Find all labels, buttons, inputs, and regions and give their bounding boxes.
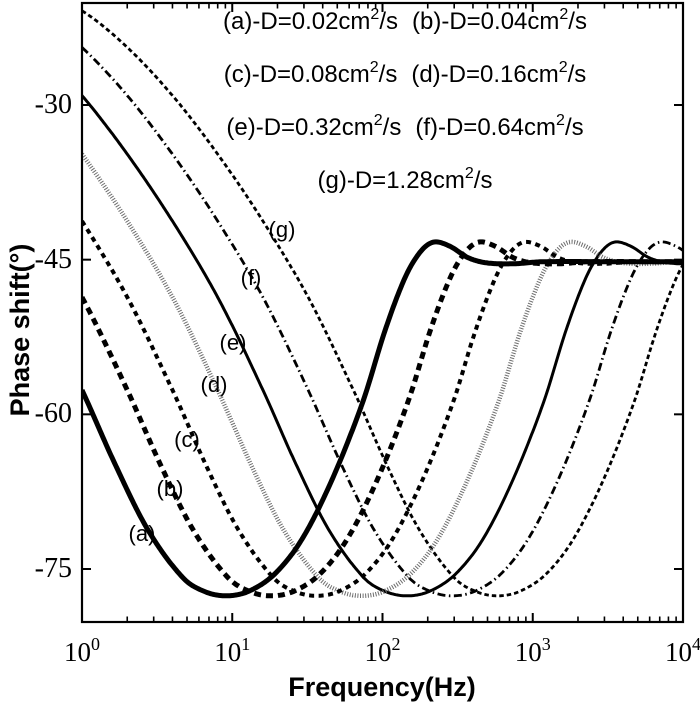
legend-entry-a: (a)-D=0.02cm2/s: [223, 6, 398, 35]
x-axis-title: Frequency(Hz): [288, 672, 476, 702]
curve-label-d: (d): [200, 372, 228, 397]
curve-g: [82, 9, 683, 598]
legend-entry-f: (f)-D=0.64cm2/s: [415, 112, 584, 141]
curve-label-b: (b): [156, 476, 184, 501]
curve-f: [82, 46, 683, 598]
curve-label-f: (f): [240, 265, 262, 290]
plot-border: [80, 1, 685, 624]
x-tick-label: 103: [514, 634, 551, 667]
legend-entry-e: (e)-D=0.32cm2/s: [226, 112, 402, 141]
y-tick-label: -75: [34, 552, 72, 584]
curve-label-a: (a): [128, 521, 156, 546]
legend-entry-b: (b)-D=0.04cm2/s: [412, 6, 587, 35]
x-tick-label: 101: [214, 634, 251, 667]
x-tick-label: 102: [364, 634, 401, 667]
legend-entry-g: (g)-D=1.28cm2/s: [317, 165, 493, 194]
x-tick-label: 104: [665, 634, 700, 667]
curve-a: [82, 239, 683, 599]
y-tick-label: -60: [34, 398, 72, 430]
curve-label-g: (g): [268, 217, 296, 242]
legend: (a)-D=0.02cm2/s (b)-D=0.04cm2/s (c)-D=0.0…: [105, 6, 700, 219]
y-axis-title: Phase shift(°): [5, 243, 35, 417]
legend-row: (e)-D=0.32cm2/s (f)-D=0.64cm2/s: [105, 112, 700, 146]
legend-entry-d: (d)-D=0.16cm2/s: [411, 59, 587, 88]
legend-row: (g)-D=1.28cm2/s: [105, 165, 700, 199]
y-tick-label: -30: [34, 89, 72, 120]
legend-entry-c: (c)-D=0.08cm2/s: [223, 59, 398, 88]
curve-c: [82, 220, 683, 598]
x-tick-label: 100: [64, 634, 100, 667]
y-tick-label: -45: [34, 243, 72, 275]
legend-row: (c)-D=0.08cm2/s (d)-D=0.16cm2/s: [105, 59, 700, 93]
legend-row: (a)-D=0.02cm2/s (b)-D=0.04cm2/s: [105, 6, 700, 40]
curve-label-c: (c): [174, 427, 200, 452]
curve-group: [82, 9, 683, 599]
curve-d: [82, 152, 683, 599]
curve-label-e: (e): [219, 330, 247, 355]
